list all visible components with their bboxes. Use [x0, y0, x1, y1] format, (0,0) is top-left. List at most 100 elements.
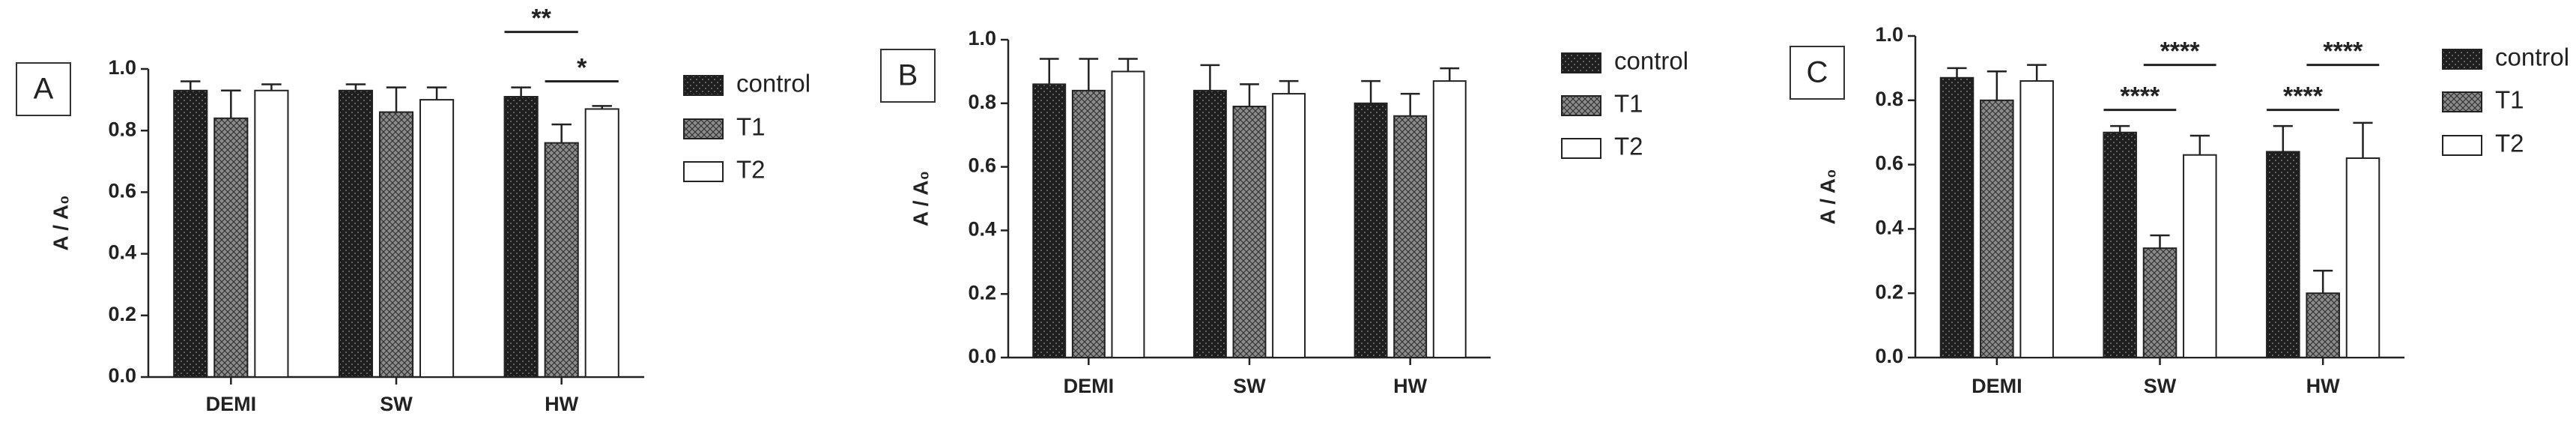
bar	[1939, 76, 1975, 359]
bar	[1432, 80, 1467, 359]
significance-label: ****	[2283, 82, 2324, 111]
panel: C A / A₀ 0.0 0.2 0.4 0.6 0.8 1.0 DEMI SW HW control…	[1789, 23, 2569, 397]
x-tick-label: HW	[545, 393, 578, 415]
error-bar	[2353, 121, 2373, 159]
error-bar	[511, 86, 531, 97]
y-tick-label: 1.0	[968, 27, 996, 49]
legend-label: T1	[1614, 90, 1643, 118]
bar	[2306, 292, 2340, 359]
error-bar	[1200, 64, 1220, 91]
legend-label: T2	[1614, 133, 1643, 160]
error-bar	[1986, 70, 2007, 100]
y-tick-label: 0.8	[108, 118, 136, 140]
error-bar	[1361, 79, 1381, 103]
error-bar	[1400, 92, 1420, 116]
y-tick-label: 0.4	[1875, 217, 1903, 239]
x-tick-label: SW	[1233, 375, 1266, 397]
panel-label-box	[1789, 46, 1845, 100]
error-bar	[2110, 124, 2130, 133]
x-tick-label: HW	[1393, 375, 1427, 397]
error-bar	[345, 83, 366, 91]
error-bar	[1440, 67, 1460, 82]
error-bar	[2313, 269, 2333, 294]
legend-label: T2	[2495, 130, 2524, 157]
x-tick-label: DEMI	[206, 393, 257, 415]
error-bar	[221, 89, 241, 118]
significance-label: ****	[2120, 82, 2160, 111]
legend-label: T1	[2495, 86, 2524, 114]
error-bar	[592, 105, 612, 109]
bar	[584, 108, 619, 378]
bar	[1232, 106, 1267, 358]
significance-label: **	[531, 4, 551, 33]
error-bar	[2150, 234, 2170, 249]
legend-swatch	[2442, 49, 2482, 70]
legend-swatch	[2442, 135, 2482, 156]
y-tick-label: 0.8	[1875, 88, 1903, 110]
y-tick-label: 0.2	[108, 303, 136, 325]
bar	[1071, 89, 1106, 358]
y-tick-label: 0.0	[968, 345, 996, 367]
panel-label: C	[1807, 56, 1828, 89]
error-bar	[1079, 58, 1099, 91]
panel-label-box	[880, 49, 936, 103]
y-tick-label: 1.0	[1875, 23, 1903, 46]
bar	[338, 89, 374, 379]
bar	[1032, 83, 1067, 359]
legend-swatch	[1561, 138, 1601, 159]
bar	[2345, 157, 2380, 359]
bar	[1354, 102, 1388, 359]
bar	[2019, 80, 2054, 358]
legend-swatch	[2442, 91, 2482, 112]
x-tick-label: SW	[2144, 375, 2177, 397]
bar	[1111, 70, 1145, 359]
bar	[419, 99, 455, 378]
bar	[1272, 93, 1306, 359]
x-tick-label: SW	[380, 393, 413, 415]
x-tick-label: DEMI	[1064, 375, 1115, 397]
error-bar	[2189, 134, 2210, 155]
y-tick-label: 0.4	[968, 218, 996, 241]
x-tick-label: HW	[2306, 375, 2340, 397]
significance-label: ****	[2323, 37, 2363, 66]
panel: A A / A₀ 0.0 0.2 0.4 0.6 0.8 1.0 DEMI SW HW control…	[16, 4, 810, 415]
legend-label: T2	[736, 156, 766, 184]
y-tick-label: 0.8	[968, 91, 996, 113]
y-tick-label: 1.0	[108, 56, 136, 79]
y-tick-label: 0.4	[108, 241, 136, 264]
y-tick-label: 0.0	[108, 364, 136, 387]
x-tick-label: DEMI	[1972, 375, 2022, 397]
error-bar	[261, 83, 282, 91]
bar	[2266, 151, 2300, 358]
error-bar	[1240, 83, 1259, 107]
bar	[1980, 99, 2014, 359]
legend-label: control	[1614, 47, 1688, 75]
y-axis-label: A / A₀	[1816, 169, 1839, 224]
bar	[378, 111, 414, 378]
y-tick-label: 0.6	[1875, 152, 1903, 175]
y-tick-label: 0.0	[1875, 345, 1903, 367]
bar	[173, 89, 208, 379]
legend-label: T1	[736, 113, 766, 141]
error-bar	[551, 123, 572, 143]
legend-swatch	[683, 118, 724, 139]
bar	[503, 95, 539, 379]
legend-swatch	[683, 75, 724, 96]
panel: B A / A₀ 0.0 0.2 0.4 0.6 0.8 1.0 DEMI SW HW control…	[880, 27, 1688, 397]
error-bar	[1947, 67, 1967, 78]
y-tick-label: 0.2	[1875, 280, 1903, 303]
bar	[1192, 89, 1227, 358]
bar	[213, 117, 249, 378]
legend-swatch	[1561, 52, 1601, 73]
panel-label: B	[898, 59, 918, 92]
bar	[254, 89, 289, 379]
panel-label-box	[16, 62, 71, 116]
error-bar	[426, 86, 447, 100]
y-axis-label: A / A₀	[909, 171, 932, 226]
error-bar	[1118, 58, 1138, 72]
panel-label: A	[34, 73, 54, 106]
legend-label: control	[2495, 43, 2569, 71]
y-tick-label: 0.6	[968, 154, 996, 177]
error-bar	[2027, 64, 2047, 82]
